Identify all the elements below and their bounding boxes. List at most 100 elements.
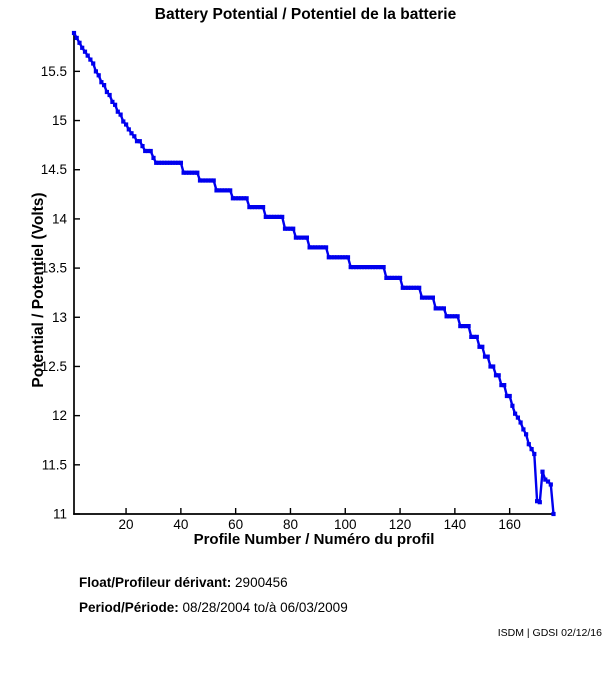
data-point-marker — [403, 285, 408, 290]
data-point-marker — [96, 73, 101, 78]
y-tick-label: 12 — [52, 408, 67, 423]
data-point-marker — [200, 178, 205, 183]
data-point-marker — [543, 477, 548, 482]
data-point-marker — [340, 255, 345, 260]
data-point-marker — [91, 61, 96, 66]
data-point-marker — [398, 275, 403, 280]
data-point-marker — [551, 511, 556, 517]
data-point-marker — [458, 324, 463, 329]
data-point-marker — [184, 170, 189, 175]
data-point-marker — [148, 148, 153, 154]
data-point-marker — [356, 265, 362, 270]
data-point-marker — [228, 188, 233, 193]
data-point-marker — [513, 411, 518, 416]
x-tick-label: 40 — [173, 517, 188, 532]
data-point-marker — [266, 214, 271, 219]
data-point-marker — [137, 139, 142, 144]
data-point-marker — [252, 205, 257, 210]
data-point-marker — [162, 160, 167, 165]
data-point-marker — [82, 49, 88, 54]
data-point-marker — [521, 427, 526, 432]
data-point-marker — [255, 205, 260, 210]
data-point-marker — [277, 214, 282, 219]
data-point-marker — [337, 255, 342, 260]
data-point-marker — [310, 245, 315, 250]
data-point-marker — [466, 324, 471, 329]
data-point-marker — [115, 109, 120, 114]
data-point-marker — [441, 306, 446, 311]
data-point-marker — [189, 170, 194, 175]
data-point-marker — [463, 324, 468, 329]
data-point-marker — [145, 148, 151, 154]
data-point-marker — [537, 500, 542, 505]
data-point-marker — [485, 354, 490, 359]
data-point-marker — [176, 160, 181, 165]
y-tick-label: 14 — [52, 211, 68, 226]
data-point-marker — [107, 92, 112, 98]
data-point-marker — [241, 196, 246, 201]
data-point-marker — [134, 139, 140, 144]
data-point-marker — [195, 170, 200, 175]
credit-stamp: ISDM | GDSI 02/12/16 — [497, 627, 602, 639]
data-point-marker — [334, 255, 340, 260]
data-point-marker — [389, 275, 394, 280]
data-point-marker — [532, 451, 537, 457]
data-point-marker — [154, 160, 159, 165]
y-tick-label: 13 — [52, 310, 67, 325]
data-point-marker — [293, 235, 298, 240]
data-point-marker — [433, 306, 438, 311]
data-point-marker — [387, 275, 392, 280]
data-point-marker — [447, 314, 452, 319]
data-point-marker — [324, 245, 329, 250]
data-point-marker — [211, 178, 216, 183]
period-line: Period/Période: 08/28/2004 to/à 06/03/20… — [79, 600, 348, 615]
data-point-marker — [378, 265, 383, 270]
data-point-marker — [236, 196, 241, 201]
data-point-marker — [250, 205, 255, 210]
data-point-marker — [285, 226, 290, 231]
data-point-marker — [411, 285, 416, 290]
data-point-marker — [88, 57, 93, 62]
data-point-marker — [118, 112, 123, 117]
data-point-marker — [381, 265, 386, 270]
chart-plot: 20 40 60 80 100 120 140 160 11 11.5 12 12.5 13 13.5 14… — [41, 30, 556, 532]
data-point-marker — [124, 122, 129, 127]
data-point-marker — [219, 188, 225, 193]
data-point-marker — [452, 314, 457, 319]
data-point-marker — [329, 255, 334, 260]
data-point-marker — [80, 45, 85, 50]
data-point-marker — [269, 214, 274, 219]
data-point-marker — [280, 214, 285, 219]
float-id-value: 2900456 — [235, 575, 288, 590]
data-point-marker — [217, 188, 222, 193]
data-point-marker — [113, 102, 118, 107]
y-axis-label: Potential / Potentiel (Volts) — [30, 192, 47, 388]
data-point-marker — [214, 188, 219, 193]
data-point-marker — [140, 144, 145, 149]
data-point-marker — [102, 83, 107, 88]
data-point-marker — [151, 155, 156, 160]
data-point-marker — [422, 295, 427, 300]
data-point-marker — [529, 447, 534, 452]
y-tick-label: 15 — [52, 113, 67, 128]
data-point-marker — [351, 265, 356, 270]
data-point-marker — [408, 285, 414, 290]
data-point-marker — [222, 188, 227, 193]
data-point-marker — [159, 160, 164, 165]
data-point-marker — [318, 245, 323, 250]
data-point-marker — [244, 196, 249, 201]
x-tick-label: 20 — [119, 517, 134, 532]
x-axis-label: Profile Number / Numéro du profil — [193, 531, 435, 548]
data-point-marker — [455, 314, 460, 319]
data-point-marker — [315, 245, 320, 250]
data-point-marker — [419, 295, 425, 300]
data-point-marker — [233, 196, 238, 201]
y-tick-label: 12.5 — [41, 359, 67, 374]
data-point-marker — [477, 344, 482, 349]
data-point-marker — [444, 314, 449, 319]
data-point-marker — [208, 178, 214, 183]
data-point-marker — [230, 196, 235, 201]
data-point-marker — [348, 265, 353, 270]
data-point-marker — [425, 295, 430, 300]
